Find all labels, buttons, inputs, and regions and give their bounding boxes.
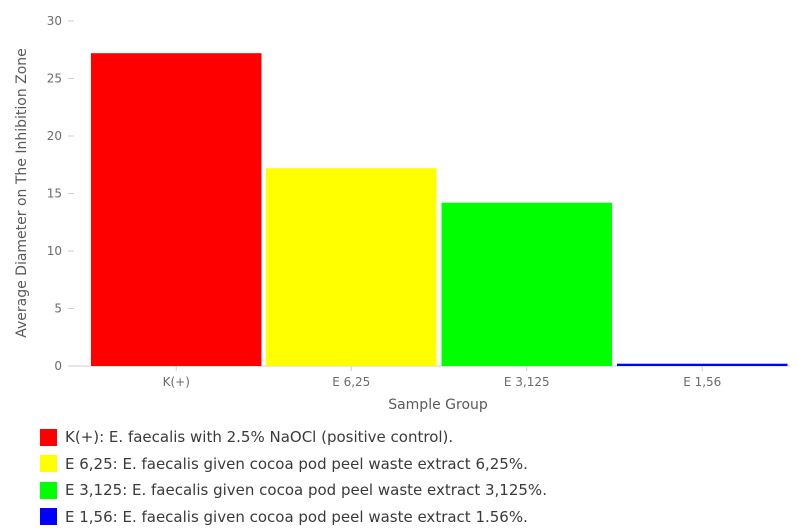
legend-swatch [40,508,57,526]
bar-k [91,53,262,366]
legend-item: E 1,56: E. faecalis given cocoa pod peel… [40,504,547,531]
legend-swatch [40,481,57,499]
legend-label: E 1,56: E. faecalis given cocoa pod peel… [65,507,528,526]
x-tick-label: E 6,25 [332,375,370,389]
y-tick-label: 10 [47,244,62,258]
y-tick-label: 30 [47,14,62,28]
legend-label: E 3,125: E. faecalis given cocoa pod pee… [65,481,547,500]
y-tick-label: 0 [54,359,62,373]
bar-e-3-125 [441,202,612,366]
legend-swatch [40,428,57,446]
legend-label: K(+): E. faecalis with 2.5% NaOCl (posit… [65,428,454,447]
y-tick-label: 25 [47,72,62,86]
bars-group [91,53,788,366]
legend: K(+): E. faecalis with 2.5% NaOCl (posit… [40,424,547,530]
legend-item: E 3,125: E. faecalis given cocoa pod pee… [40,477,547,504]
y-axis-title: Average Diameter on The Inhibition Zone [14,48,30,338]
legend-label: E 6,25: E. faecalis given cocoa pod peel… [65,454,528,473]
x-tick-label: E 1,56 [683,375,721,389]
legend-swatch [40,455,57,473]
y-tick-label: 5 [54,302,62,316]
x-tick-label: K(+) [163,375,190,389]
bar-chart: 0 5 10 15 20 25 30 K(+) E 6,25 E 3,125 E 1,56 Ave… [14,14,790,413]
y-tick-label: 15 [47,187,62,201]
x-axis-title: Sample Group [388,397,488,413]
legend-item: K(+): E. faecalis with 2.5% NaOCl (posit… [40,424,547,451]
legend-item: E 6,25: E. faecalis given cocoa pod peel… [40,451,547,478]
y-tick-label: 20 [47,129,62,143]
x-tick-label: E 3,125 [504,375,550,389]
bar-e-1-56 [617,363,788,366]
x-axis: K(+) E 6,25 E 3,125 E 1,56 [163,366,721,389]
bar-e-6-25 [266,168,437,366]
y-axis: 0 5 10 15 20 25 30 [47,14,74,373]
